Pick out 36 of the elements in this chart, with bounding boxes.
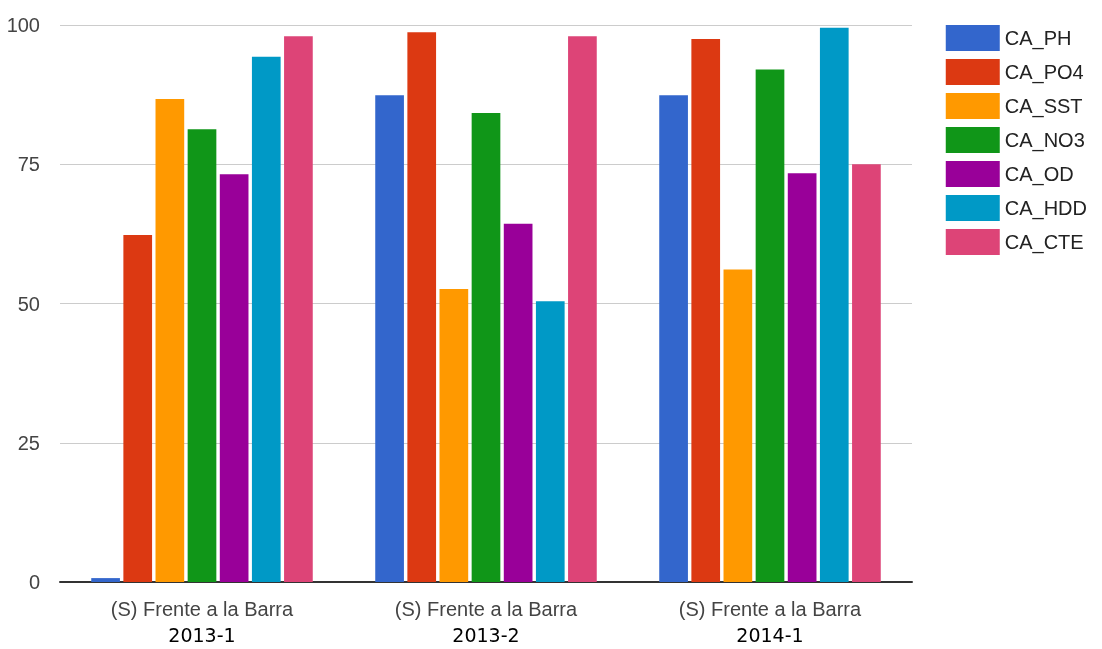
bar xyxy=(407,32,437,582)
bar xyxy=(535,301,565,582)
x-tick-label: (S) Frente a la Barra 2013-2 xyxy=(394,598,579,646)
bar xyxy=(503,223,533,582)
bar xyxy=(787,173,817,582)
bar xyxy=(819,27,849,582)
y-tick-label: 0 xyxy=(28,571,40,593)
bar xyxy=(852,164,881,582)
legend-label: CA_HDD xyxy=(1004,197,1088,220)
bar xyxy=(187,129,217,582)
legend-label: CA_SST xyxy=(1004,95,1083,118)
legend-label: CA_CTE xyxy=(1004,231,1084,254)
bar xyxy=(439,289,469,582)
legend-label: CA_NO3 xyxy=(1004,129,1085,152)
bar xyxy=(568,36,597,582)
x-tick-label: (S) Frente a la Barra 2014-1 xyxy=(678,598,863,646)
bar xyxy=(284,36,313,582)
bar xyxy=(659,95,688,582)
bar xyxy=(155,99,185,582)
bar xyxy=(755,69,785,582)
y-tick-label: 75 xyxy=(17,153,40,176)
bar xyxy=(471,113,501,582)
bar xyxy=(91,578,120,582)
legend-label: CA_PH xyxy=(1004,27,1072,50)
bar xyxy=(251,56,281,582)
legend-label: CA_OD xyxy=(1004,163,1074,186)
y-tick-label: 25 xyxy=(17,431,40,454)
bar xyxy=(691,38,721,582)
bar xyxy=(375,95,404,582)
bar xyxy=(123,234,153,582)
bar xyxy=(219,174,249,582)
y-tick-label: 50 xyxy=(17,292,40,315)
bar xyxy=(723,269,753,582)
x-tick-label: (S) Frente a la Barra 2013-1 xyxy=(110,598,295,646)
y-tick-label: 100 xyxy=(6,14,40,36)
legend-label: CA_PO4 xyxy=(1004,61,1084,84)
